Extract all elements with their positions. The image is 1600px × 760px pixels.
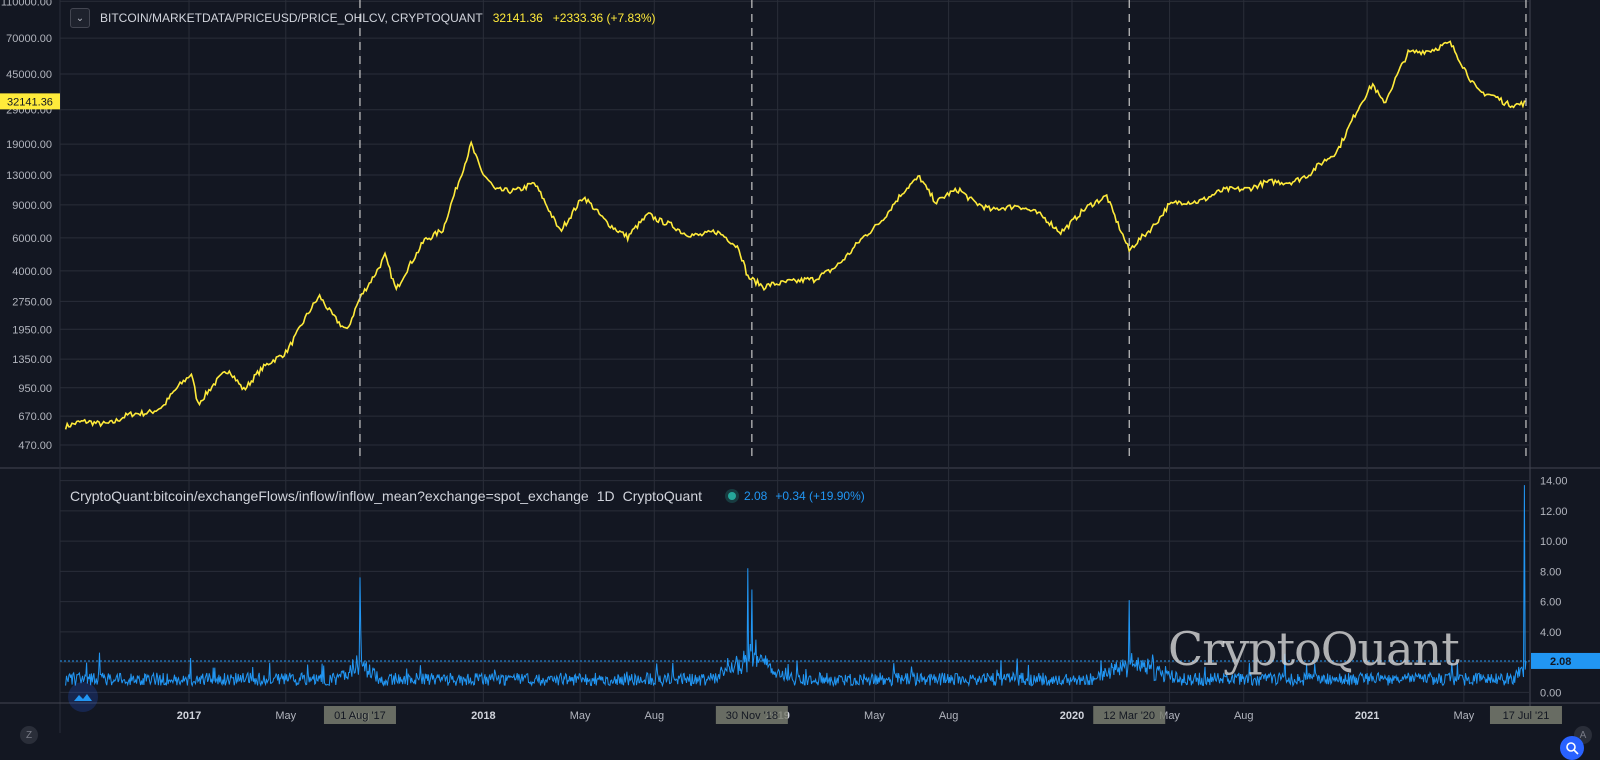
x-tick-label: 2021 <box>1355 710 1379 722</box>
x-axis: 2017MayAug2018MayAug2019MayAug2020MayAug… <box>177 0 1475 722</box>
price-last-value-bg <box>0 93 60 110</box>
x-tick-label: 2017 <box>177 710 201 722</box>
collapse-legend-button[interactable]: ⌄ <box>70 8 90 28</box>
event-marker-label-bg <box>1489 706 1562 724</box>
cloud-logo-icon[interactable] <box>68 682 98 712</box>
price-y-axis: 110000.0070000.0045000.0029000.0019000.0… <box>1 0 52 452</box>
watermark: CryptoQuant <box>1168 622 1460 676</box>
x-tick-label: Aug <box>645 710 665 722</box>
inflow-change: +0.34 (+19.90%) <box>775 489 865 503</box>
price-tick-label: 4000.00 <box>12 266 52 278</box>
price-tick-label: 1350.00 <box>12 354 52 366</box>
price-tick-label: 950.00 <box>18 383 52 395</box>
inflow-last-value-label: 2.08 <box>1550 656 1571 668</box>
price-tick-label: 13000.00 <box>6 170 52 182</box>
inflow-grid <box>0 480 1600 704</box>
inflow-tick-label: 8.00 <box>1540 566 1561 578</box>
status-dot-icon <box>728 492 736 500</box>
inflow-value: 2.08 <box>744 489 768 503</box>
x-tick-label: May <box>275 710 296 722</box>
price-tick-label: 6000.00 <box>12 233 52 245</box>
x-tick-label: Aug <box>1234 710 1254 722</box>
event-marker-label: 30 Nov '18 <box>726 710 778 722</box>
price-series <box>64 40 1527 430</box>
price-tick-label: 1950.00 <box>12 324 52 336</box>
x-tick-label: May <box>1453 710 1474 722</box>
price-tick-label: 9000.00 <box>12 200 52 212</box>
event-marker-label-bg <box>323 706 396 724</box>
event-marker-label-bg <box>1093 706 1166 724</box>
inflow-tick-label: 6.00 <box>1540 597 1561 609</box>
zoom-button[interactable]: Z <box>20 726 38 744</box>
event-markers: 01 Aug '17 30 Nov '18 12 Mar '20 17 Jul '21 <box>323 0 1562 724</box>
price-symbol: BITCOIN/MARKETDATA/PRICEUSD/PRICE_OHLCV,… <box>100 11 483 25</box>
price-change: +2333.36 (+7.83%) <box>552 11 656 25</box>
inflow-interval: 1D <box>596 488 615 504</box>
inflow-line <box>65 485 1527 688</box>
x-tick-label: May <box>570 710 591 722</box>
inflow-tick-label: 10.00 <box>1540 536 1568 548</box>
inflow-tick-label: 0.00 <box>1540 687 1561 699</box>
event-marker-label: 12 Mar '20 <box>1103 710 1155 722</box>
inflow-legend: CryptoQuant:bitcoin/exchangeFlows/inflow… <box>70 488 865 504</box>
price-tick-label: 470.00 <box>18 440 52 452</box>
inflow-series <box>60 485 1530 688</box>
price-legend: ⌄ BITCOIN/MARKETDATA/PRICEUSD/PRICE_OHLC… <box>70 8 656 28</box>
price-tick-label: 70000.00 <box>6 33 52 45</box>
event-marker-label: 01 Aug '17 <box>334 710 386 722</box>
event-marker-label: 17 Jul '21 <box>1503 710 1550 722</box>
x-tick-label: May <box>864 710 885 722</box>
inflow-tick-label: 12.00 <box>1540 506 1568 518</box>
inflow-last-value-bg <box>1531 652 1600 669</box>
x-tick-label: 2018 <box>471 710 495 722</box>
last-value-labels: 32141.36 2.08 <box>0 93 1600 669</box>
event-marker-label-bg <box>715 706 788 724</box>
price-last: 32141.36 <box>492 11 543 25</box>
inflow-symbol: CryptoQuant:bitcoin/exchangeFlows/inflow… <box>70 488 589 504</box>
price-tick-label: 45000.00 <box>6 69 52 81</box>
price-tick-label: 2750.00 <box>12 296 52 308</box>
price-tick-label: 19000.00 <box>6 139 52 151</box>
inflow-source: CryptoQuant <box>622 488 702 504</box>
inflow-tick-label: 14.00 <box>1540 476 1568 488</box>
price-grid <box>0 0 1600 733</box>
price-last-value-label: 32141.36 <box>7 96 53 108</box>
inflow-tick-label: 4.00 <box>1540 627 1561 639</box>
x-tick-label: Aug <box>939 710 959 722</box>
price-tick-label: 110000.00 <box>1 0 52 8</box>
price-tick-label: 670.00 <box>18 411 52 423</box>
search-icon[interactable] <box>1560 736 1584 760</box>
x-tick-label: 2020 <box>1060 710 1084 722</box>
price-line <box>64 40 1527 430</box>
